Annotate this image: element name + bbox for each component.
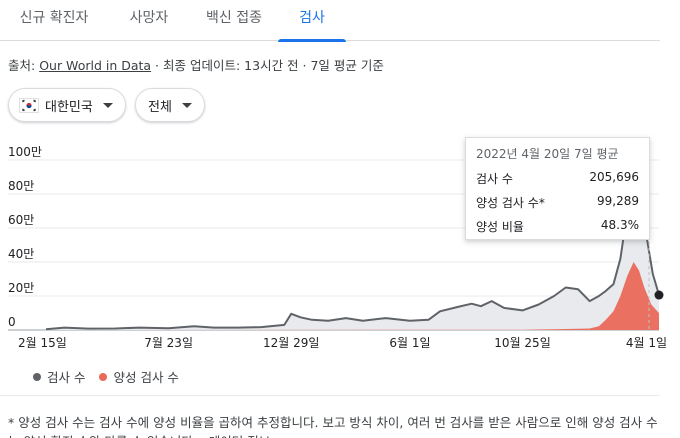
hover-point [654,290,664,300]
y-tick-label: 20만 [8,281,34,295]
chart-legend: 검사 수 양성 검사 수 [33,367,193,386]
range-label: 전체 [148,99,172,115]
tests-area [46,168,659,330]
x-tick-label: 10월 25일 [494,336,550,350]
footnote: * 양성 검사 수는 검사 수에 양성 비율을 곱하여 추정합니다. 보고 방식… [8,415,658,438]
x-tick-label: 12월 29일 [263,336,319,350]
korea-flag-icon [19,97,39,113]
tooltip-title: 2022년 4월 20일 7일 평균 [476,147,619,161]
tooltip-value: 205,696 [589,170,639,184]
caret-down-icon [102,102,113,108]
tooltip-row-positive: 양성 검사 수* 99,289 [476,194,639,212]
y-tick-label: 40만 [8,247,34,261]
tab-vaccinations[interactable]: 백신 접종 [206,10,262,26]
tab-deaths[interactable]: 사망자 [129,10,169,26]
tab-testing[interactable]: 검사 [278,0,346,42]
source-prefix: 출처: [8,58,40,73]
legend-label: 양성 검사 수 [113,370,179,385]
source-line: 출처: Our World in Data · 최종 업데이트: 13시간 전 … [8,55,384,74]
y-tick-label: 80만 [8,179,34,193]
x-tick-label: 7월 23일 [144,336,193,350]
tests-line [45,167,660,331]
tooltip-row-rate: 양성 비율 48.3% [476,218,639,236]
tab-bar: 신규 확진자 사망자 백신 접종 검사 [0,0,660,42]
y-tick-label: 100만 [8,145,42,159]
tooltip-label: 양성 비율 [476,220,524,234]
x-tick-label: 4월 1일 [626,336,667,350]
legend-dot-icon [99,372,108,381]
source-suffix: · 최종 업데이트: 13시간 전 · 7일 평균 기준 [151,58,384,73]
tooltip-label: 검사 수 [476,172,513,186]
x-tick-label: 2월 15일 [18,336,67,350]
tooltip-row-tests: 검사 수 205,696 [476,170,639,188]
country-label: 대한민국 [45,99,93,115]
tab-new-cases[interactable]: 신규 확진자 [19,10,89,26]
tooltip-value: 99,289 [597,194,639,208]
x-tick-label: 6월 1일 [389,336,430,350]
legend-label: 검사 수 [47,370,86,385]
y-tick-label: 0 [8,315,16,329]
divider [0,395,660,396]
source-link[interactable]: Our World in Data [39,58,152,73]
testing-chart[interactable]: 0 20만 40만 60만 80만 100만 2월 15일 7월 23일 12월 29일 6월 1… [0,130,680,360]
tooltip-value: 48.3% [600,218,639,232]
legend-item-tests: 검사 수 [33,367,85,386]
country-dropdown[interactable]: 대한민국 [8,88,126,122]
legend-item-positive: 양성 검사 수 [99,367,179,386]
legend-dot-icon [33,372,41,381]
range-dropdown[interactable]: 전체 [135,88,205,122]
chart-tooltip: 2022년 4월 20일 7일 평균 검사 수 205,696 양성 검사 수*… [465,137,650,240]
tooltip-label: 양성 검사 수* [476,196,545,210]
y-tick-label: 60만 [8,213,34,227]
caret-down-icon [181,102,192,108]
